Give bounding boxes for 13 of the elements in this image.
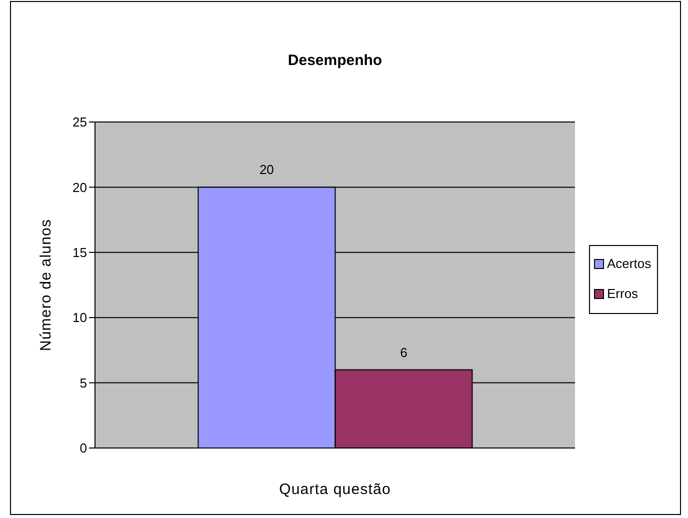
legend-label: Erros bbox=[607, 286, 638, 301]
x-axis-title: Quarta questão bbox=[279, 481, 391, 498]
data-label: 6 bbox=[400, 344, 408, 360]
y-tick-label: 10 bbox=[72, 310, 87, 326]
y-tick-label: 25 bbox=[72, 114, 87, 130]
legend-label: Acertos bbox=[607, 256, 652, 271]
y-tick-label: 5 bbox=[80, 375, 87, 390]
chart-title: Desempenho bbox=[286, 52, 384, 69]
y-tick-label: 15 bbox=[72, 245, 87, 260]
data-label: 20 bbox=[259, 162, 274, 178]
y-axis-title: Número de alunos bbox=[37, 218, 54, 352]
y-tick-label: 20 bbox=[72, 180, 87, 195]
y-tick-label: 0 bbox=[80, 440, 87, 456]
